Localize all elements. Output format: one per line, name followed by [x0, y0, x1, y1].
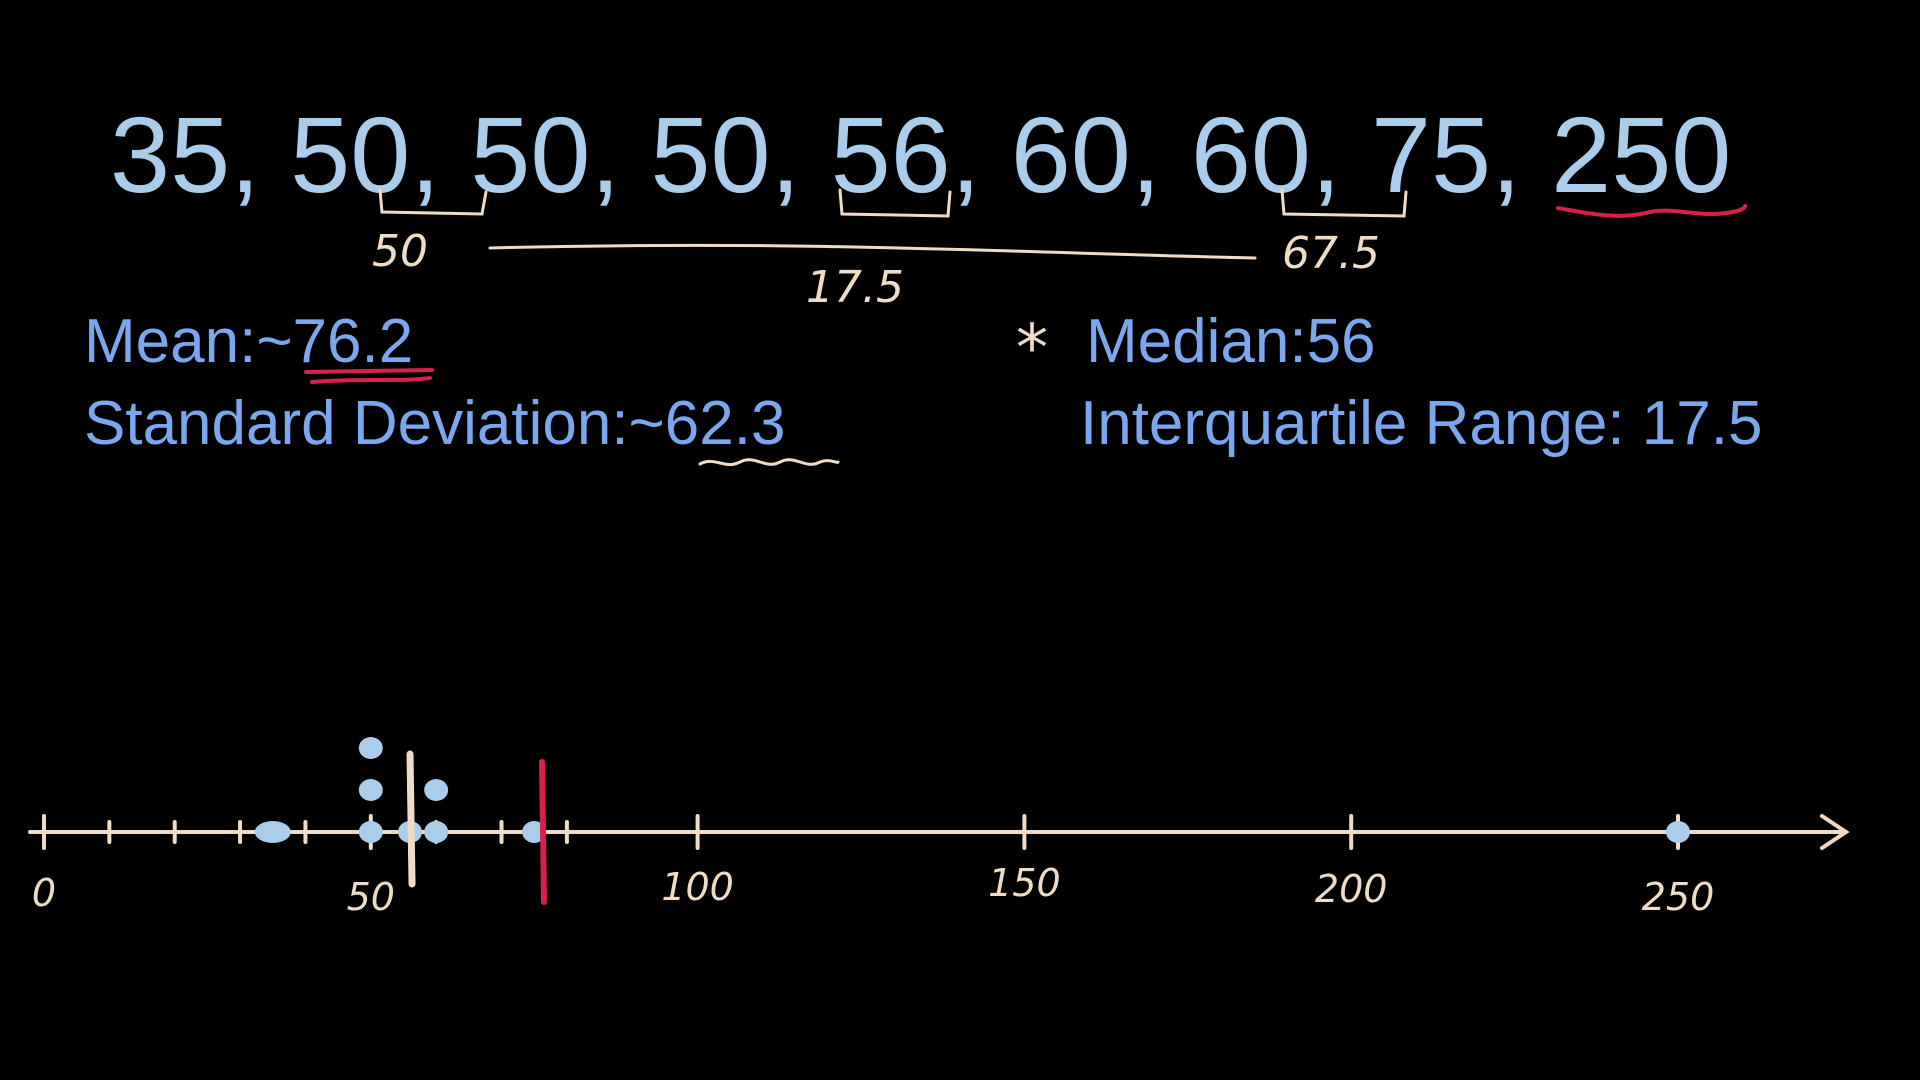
median-marker: [406, 750, 416, 888]
data-point: [1666, 821, 1690, 843]
median-text: Median:56: [1086, 307, 1376, 376]
mean-text: Mean:~76.2: [84, 307, 413, 376]
q3-bracket: [1280, 188, 1408, 218]
number-line: 0 50 100 150 200 250: [28, 737, 1850, 919]
dataset-values: 35, 50, 50, 50, 56, 60, 60, 75, 250: [110, 94, 1731, 215]
data-point: [358, 779, 383, 801]
mean-marker: [539, 759, 548, 905]
outlier-underline: [1556, 204, 1747, 218]
data-point: [358, 737, 383, 759]
q1-label: 50: [372, 226, 428, 277]
iqr-text: Interquartile Range: 17.5: [1080, 389, 1762, 458]
std-dev-squiggle: [698, 458, 840, 467]
tick-label: 0: [32, 871, 56, 915]
median-asterisk: *: [1016, 312, 1048, 386]
q1-bracket: [378, 188, 488, 216]
tick-label: 150: [988, 861, 1061, 905]
data-point: [358, 821, 383, 843]
std-dev-text: Standard Deviation:~62.3: [84, 389, 785, 458]
tick-label: 50: [347, 875, 395, 919]
mean-underline: [304, 368, 434, 384]
number-line-arrowhead: [1820, 814, 1850, 850]
data-point: [424, 779, 449, 801]
iqr-label: 17.5: [806, 262, 904, 313]
tick-label: 250: [1642, 875, 1715, 919]
iqr-span-line: [488, 243, 1257, 260]
tick-label: 100: [661, 865, 734, 909]
median-bracket: [838, 188, 952, 218]
q3-label: 67.5: [1282, 228, 1380, 279]
data-point: [424, 821, 449, 843]
data-point: [254, 821, 291, 843]
tick-label: 200: [1315, 867, 1388, 911]
